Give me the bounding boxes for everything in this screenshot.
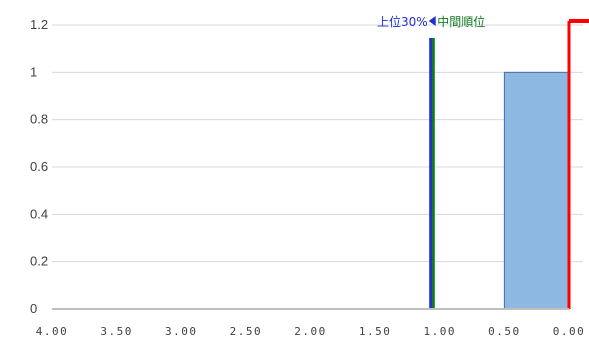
x-tick-label: 1.50 <box>359 325 392 338</box>
y-tick-label: 0.6 <box>30 159 48 174</box>
y-tick-label: 0.2 <box>30 254 48 269</box>
y-tick-label: 1 <box>30 64 37 79</box>
y-tick-label: 1.2 <box>30 17 48 32</box>
x-tick-label: 3.50 <box>100 325 133 338</box>
x-tick-label: 1.00 <box>424 325 457 338</box>
arrow-left-icon <box>428 16 436 26</box>
marker-label: 上位30% <box>377 14 428 29</box>
gridlines <box>52 24 583 263</box>
y-tick-label: 0.4 <box>30 206 48 221</box>
y-tick-label: 0 <box>30 301 37 316</box>
x-tick-label: 0.50 <box>488 325 521 338</box>
x-tick-label: 3.00 <box>165 325 198 338</box>
bar <box>503 71 570 310</box>
marker-lines <box>428 16 589 309</box>
y-tick-label: 0.8 <box>30 112 48 127</box>
x-tick-label: 4.00 <box>36 325 69 338</box>
x-tick-label: 0.00 <box>553 325 586 338</box>
tick-labels: 0 0.2 0.4 0.6 0.8 1 1.2 4.00 3.50 3.00 2.50 2.00 1.5… <box>30 14 586 338</box>
x-tick-label: 2.50 <box>230 325 263 338</box>
bars <box>503 71 570 310</box>
x-tick-label: 2.00 <box>294 325 327 338</box>
marker-label: 中間順位 <box>437 14 485 29</box>
